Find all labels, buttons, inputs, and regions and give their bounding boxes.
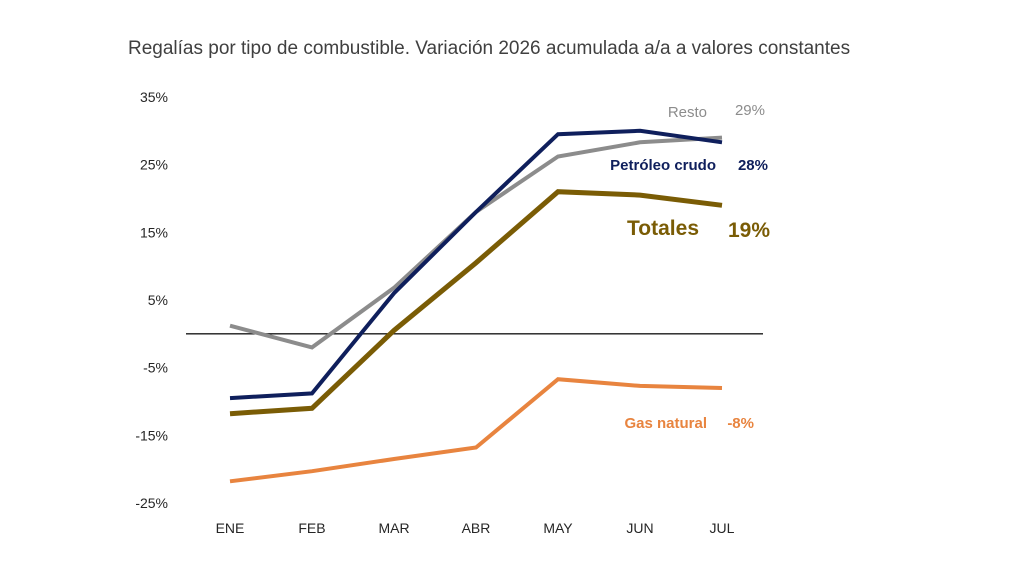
- series-label-petroleo-crudo: Petróleo crudo: [610, 157, 716, 174]
- x-tick-label: FEB: [298, 520, 325, 536]
- series-end-value-gas-natural: -8%: [727, 415, 754, 432]
- series-line-gas-natural: [229, 377, 723, 484]
- y-tick-label: 35%: [140, 89, 168, 105]
- y-tick-label: -15%: [135, 427, 168, 443]
- series-end-value-petroleo-crudo: 28%: [738, 157, 768, 174]
- y-tick-label: -5%: [143, 360, 168, 376]
- series-line-petroleo-crudo: [229, 128, 723, 401]
- chart-title: Regalías por tipo de combustible. Variac…: [128, 38, 851, 59]
- y-tick-label: 5%: [148, 292, 168, 308]
- series-label-resto: Resto: [668, 104, 707, 121]
- series-label-totales: Totales: [627, 217, 699, 240]
- x-tick-label: ENE: [216, 520, 245, 536]
- series-end-value-totales: 19%: [728, 219, 770, 242]
- x-tick-label: MAY: [543, 520, 573, 536]
- y-tick-label: -25%: [135, 495, 168, 511]
- x-tick-label: MAR: [378, 520, 409, 536]
- series-label-gas-natural: Gas natural: [624, 415, 707, 432]
- y-tick-label: 15%: [140, 224, 168, 240]
- x-tick-label: JUN: [626, 520, 653, 536]
- series-end-value-resto: 29%: [735, 102, 765, 119]
- series-line-totales: [229, 189, 723, 417]
- x-tick-label: JUL: [710, 520, 735, 536]
- y-tick-label: 25%: [140, 157, 168, 173]
- x-tick-label: ABR: [462, 520, 491, 536]
